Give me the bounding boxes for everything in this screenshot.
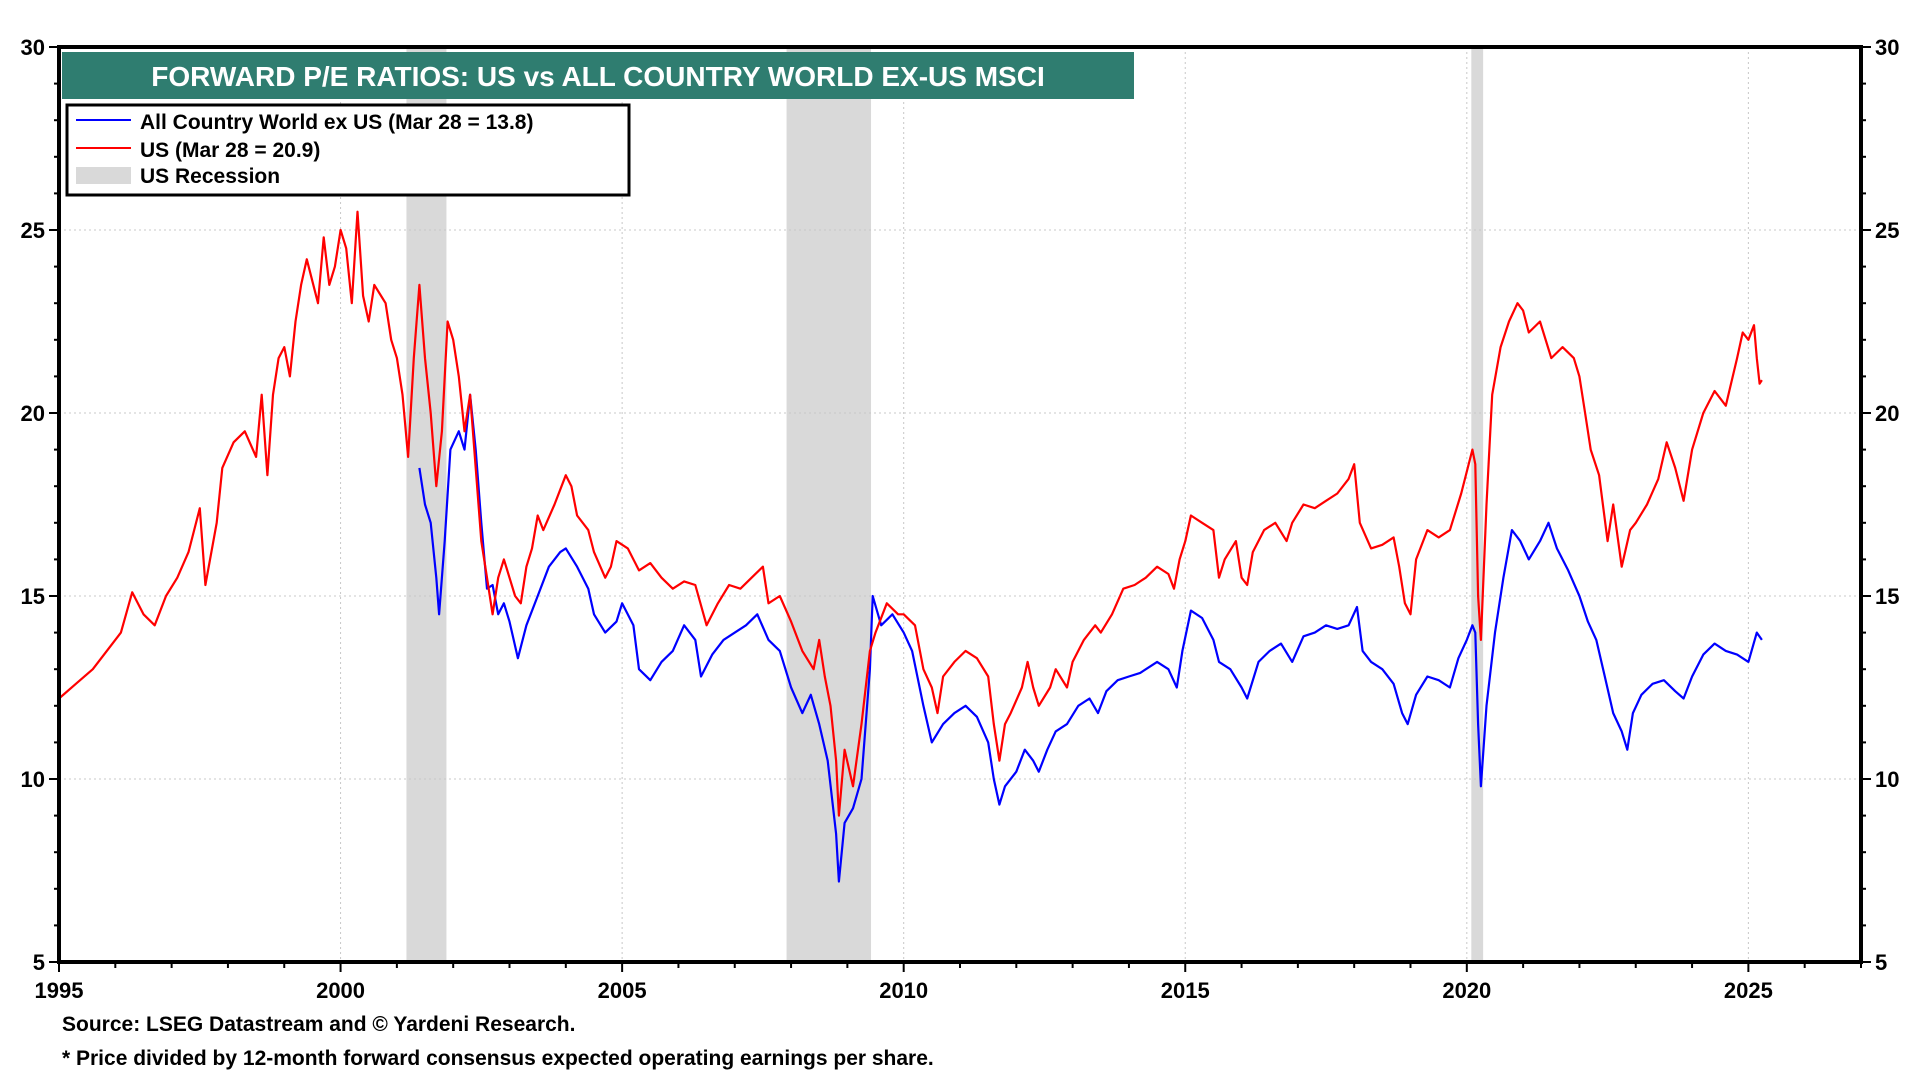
y-tick-label-right: 20	[1875, 401, 1899, 426]
chart-title: FORWARD P/E RATIOS: US vs ALL COUNTRY WO…	[151, 61, 1044, 92]
y-tick-label-left: 25	[21, 218, 45, 243]
recession-band	[786, 47, 872, 962]
legend: All Country World ex US (Mar 28 = 13.8) …	[65, 103, 631, 197]
definition-footnote: * Price divided by 12-month forward cons…	[62, 1047, 934, 1070]
x-tick-label: 2025	[1724, 978, 1773, 1003]
series-line-us	[58, 210, 1763, 817]
legend-label-recession: US Recession	[140, 165, 280, 188]
y-tick-label-right: 15	[1875, 584, 1899, 609]
y-tick-label-left: 15	[21, 584, 45, 609]
x-tick-label: 2000	[316, 978, 365, 1003]
y-tick-label-left: 30	[21, 35, 45, 60]
y-tick-label-left: 20	[21, 401, 45, 426]
recession-band	[406, 47, 447, 962]
x-tick-label: 2015	[1161, 978, 1210, 1003]
x-tick-label: 2020	[1442, 978, 1491, 1003]
y-tick-label-left: 5	[33, 950, 45, 975]
y-tick-label-right: 30	[1875, 35, 1899, 60]
legend-label-acwi: All Country World ex US (Mar 28 = 13.8)	[140, 111, 533, 134]
x-tick-label: 1995	[35, 978, 84, 1003]
title-banner	[62, 52, 1134, 99]
series-lines	[58, 210, 1763, 883]
y-tick-label-left: 10	[21, 767, 45, 792]
x-tick-label: 2010	[879, 978, 928, 1003]
y-tick-label-right: 25	[1875, 218, 1899, 243]
series-line-all-country-world-ex-us	[418, 393, 1763, 883]
legend-box	[65, 103, 631, 197]
legend-label-us: US (Mar 28 = 20.9)	[140, 139, 320, 162]
y-tick-label-right: 5	[1875, 950, 1887, 975]
source-note: Source: LSEG Datastream and © Yardeni Re…	[62, 1013, 576, 1036]
y-tick-label-right: 10	[1875, 767, 1899, 792]
legend-swatch-recession	[76, 167, 131, 184]
x-tick-label: 2005	[598, 978, 647, 1003]
